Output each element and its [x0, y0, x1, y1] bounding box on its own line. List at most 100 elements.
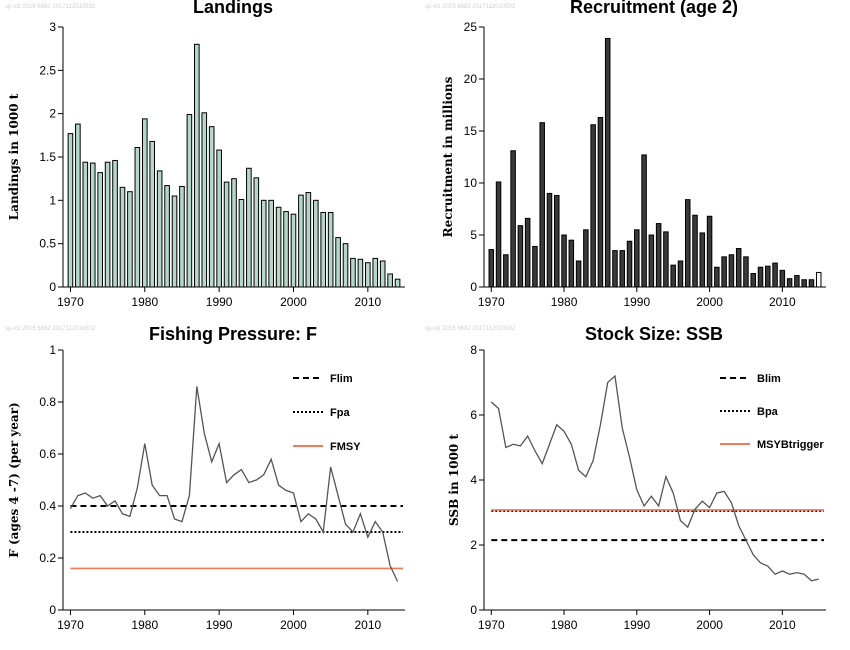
bar	[539, 122, 545, 288]
bar	[801, 279, 807, 288]
watermark-text: sp-viz 2015 6682 2017112010502	[5, 4, 96, 10]
chart-title: Stock Size: SSB	[585, 324, 723, 344]
bar	[186, 114, 193, 288]
x-tick-label: 1970	[57, 295, 84, 309]
bar	[575, 260, 582, 288]
y-tick-label: 2	[470, 538, 477, 552]
watermark-text: sp-viz 2015 6682 2017112010502	[5, 326, 96, 332]
y-tick-label: 0.5	[39, 237, 56, 251]
bar	[104, 161, 111, 288]
legend-label: Fpa	[330, 407, 350, 419]
bar	[290, 213, 297, 288]
chart-title: Landings	[193, 0, 273, 17]
bar	[216, 149, 222, 288]
bar	[663, 231, 669, 288]
bar	[794, 275, 800, 288]
y-tick-label: 15	[464, 124, 478, 138]
y-tick-label: 1.5	[39, 150, 56, 164]
bar	[268, 199, 274, 288]
bar	[119, 186, 126, 288]
x-tick-label: 1980	[131, 295, 158, 309]
bar	[379, 260, 386, 288]
bar	[524, 217, 531, 288]
bar	[327, 211, 334, 288]
y-tick-label: 0	[470, 603, 477, 617]
bar	[554, 194, 560, 288]
bar	[231, 178, 237, 288]
bar	[757, 266, 764, 288]
bar	[357, 258, 364, 288]
bar	[179, 185, 185, 288]
bar	[546, 192, 553, 288]
legend-label: FMSY	[330, 441, 361, 453]
x-tick-label: 2000	[280, 618, 307, 632]
y-tick-label: 10	[464, 176, 478, 190]
chart-fishing_pressure: sp-viz 2015 6682 2017112010502 Fishing Pr…	[5, 324, 405, 632]
bar	[619, 250, 626, 288]
bar	[75, 123, 81, 288]
legend-label: Bpa	[757, 406, 779, 418]
x-tick-label: 2000	[280, 295, 307, 309]
bar	[171, 195, 178, 288]
bar	[532, 245, 538, 288]
bar	[597, 116, 604, 288]
y-tick-label: 4	[470, 473, 477, 487]
chart-landings: sp-viz 2015 6682 2017112010502 Landings La…	[5, 0, 405, 309]
legend-label: Blim	[757, 373, 781, 385]
bar	[394, 278, 401, 288]
y-tick-label: 0	[470, 280, 477, 294]
y-tick-label: 0.2	[39, 551, 56, 565]
series-line	[490, 374, 819, 582]
bar	[305, 192, 312, 288]
x-tick-label: 1990	[206, 618, 233, 632]
bar	[706, 215, 713, 288]
bar	[246, 167, 252, 288]
y-tick-label: 8	[470, 343, 477, 357]
x-tick-label: 2010	[769, 618, 796, 632]
legend-label: MSYBtrigger	[757, 439, 824, 451]
bar	[275, 206, 282, 288]
bar	[561, 234, 567, 288]
bar	[134, 146, 141, 288]
bar	[112, 159, 118, 288]
y-tick-label: 25	[464, 20, 478, 34]
legend-label: Flim	[330, 373, 353, 385]
y-tick-label: 1	[49, 193, 56, 207]
bar	[156, 170, 163, 288]
bar	[815, 271, 822, 288]
bar	[684, 199, 691, 288]
bar	[89, 162, 96, 288]
bar	[320, 211, 327, 288]
y-tick-label: 5	[470, 228, 477, 242]
bar	[568, 239, 575, 288]
chart-title: Fishing Pressure: F	[149, 324, 317, 344]
bar	[141, 118, 148, 288]
bar	[779, 269, 786, 288]
bar	[67, 133, 74, 288]
bar	[149, 140, 156, 288]
x-tick-label: 1980	[131, 618, 158, 632]
bar	[612, 250, 618, 288]
bar	[728, 254, 735, 288]
y-tick-label: 0.6	[39, 447, 56, 461]
bar	[342, 243, 349, 288]
bar	[488, 249, 495, 288]
bar	[765, 265, 771, 288]
x-tick-label: 1970	[478, 295, 505, 309]
x-tick-label: 1970	[478, 618, 505, 632]
x-tick-label: 1980	[551, 618, 578, 632]
bar	[260, 199, 267, 288]
x-tick-label: 1990	[623, 618, 650, 632]
bar	[750, 272, 756, 288]
bar	[387, 273, 393, 288]
y-tick-label: 20	[464, 72, 478, 86]
bar	[743, 256, 749, 288]
bar	[201, 112, 208, 288]
y-axis-label: Recruitment in millions	[441, 76, 455, 237]
y-tick-label: 2.5	[39, 63, 56, 77]
bar	[503, 254, 509, 288]
x-tick-label: 2010	[769, 295, 796, 309]
bar	[97, 172, 103, 288]
x-tick-label: 2000	[696, 618, 723, 632]
